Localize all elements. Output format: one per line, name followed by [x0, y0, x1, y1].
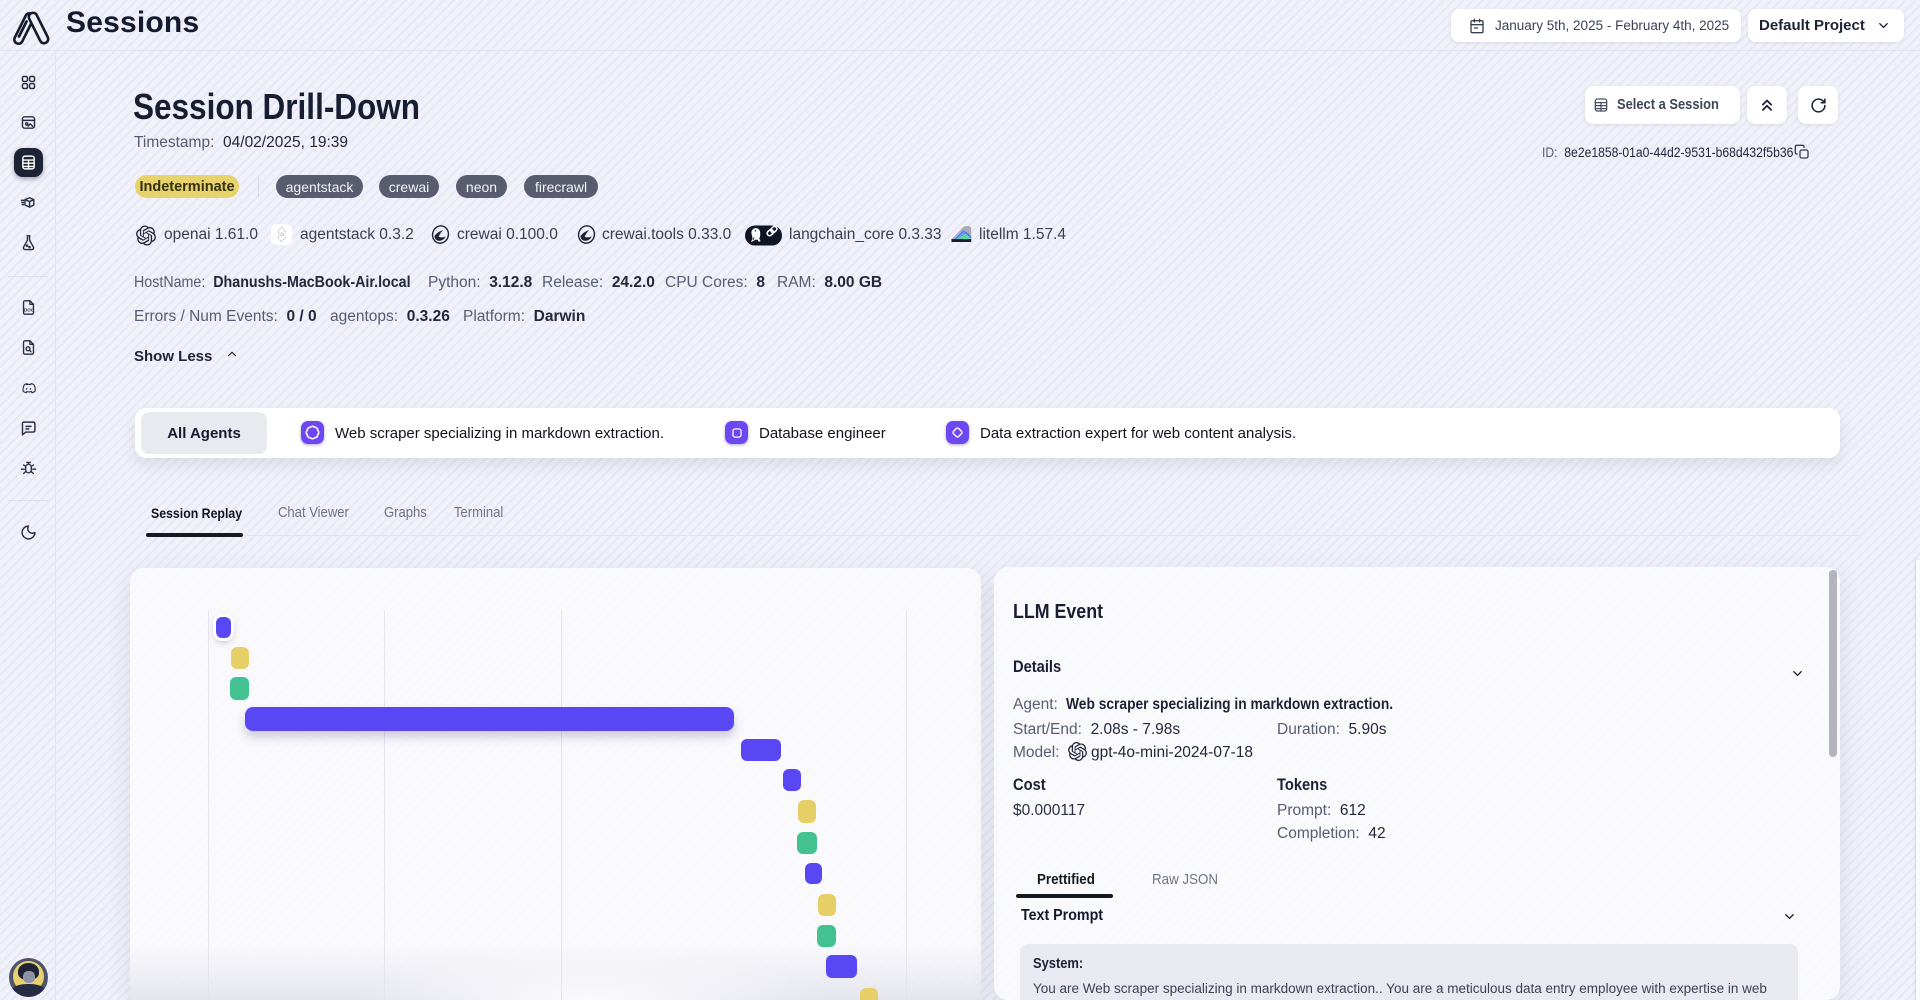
- svg-text:DOC: DOC: [24, 307, 35, 312]
